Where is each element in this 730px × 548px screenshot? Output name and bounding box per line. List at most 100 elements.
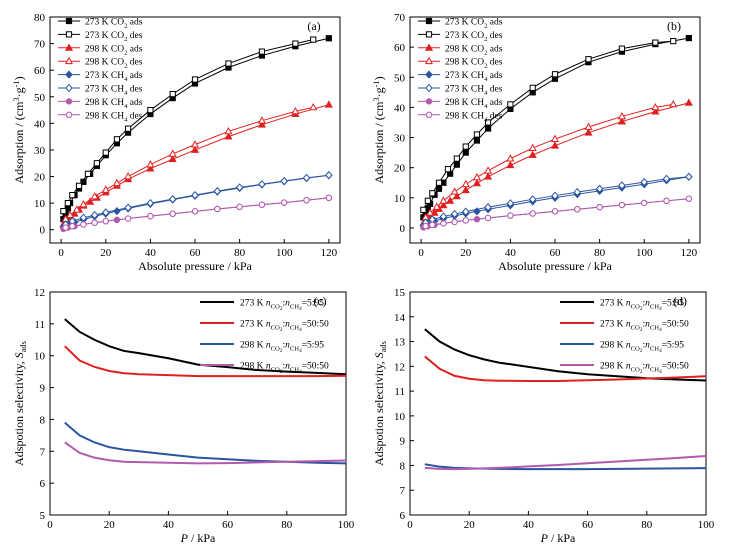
series-line	[423, 176, 689, 226]
data-point	[168, 154, 177, 163]
y-tick-label: 6	[40, 478, 46, 490]
data-point	[191, 208, 199, 215]
data-point	[101, 185, 110, 193]
series-line	[425, 103, 674, 218]
data-point	[461, 185, 470, 194]
data-point	[685, 195, 693, 202]
legend-entry: 273 K CO2 des	[445, 31, 503, 43]
series-line	[422, 40, 674, 211]
series-line-0	[64, 318, 347, 376]
data-point	[66, 210, 75, 218]
legend-marker	[64, 56, 74, 65]
data-point	[528, 143, 537, 151]
chart-panel-c: 0 20 40 60 80 100 5 6 7 8 9 10 11 12 (c) P / kPa Adspoti…	[12, 287, 355, 545]
x-tick-label: 60	[222, 519, 234, 531]
series-3	[61, 102, 318, 222]
data-point	[450, 187, 459, 195]
data-point	[324, 100, 333, 108]
data-point	[507, 212, 514, 219]
x-tick-label: 40	[145, 247, 157, 259]
data-point	[429, 221, 436, 229]
data-point	[529, 210, 536, 217]
data-point	[124, 203, 132, 212]
y-tick-label: 80	[34, 12, 46, 24]
y-tick-label: 12	[394, 361, 405, 373]
legend-marker	[425, 31, 433, 38]
y-tick-label: 30	[394, 133, 406, 145]
data-point	[573, 187, 582, 197]
data-point	[72, 205, 81, 213]
x-tick-label: 100	[276, 247, 293, 259]
legend-entry: 298 K CH4 ads	[445, 98, 503, 110]
data-point	[281, 199, 288, 206]
data-point	[439, 212, 448, 221]
data-point	[169, 210, 176, 217]
data-point	[439, 196, 448, 204]
series-5	[61, 171, 333, 229]
data-point	[302, 173, 311, 183]
data-point	[258, 48, 266, 55]
x-tick-label: 100	[636, 247, 653, 259]
x-axis-label: P / kPa	[180, 531, 216, 545]
data-point	[450, 209, 459, 219]
data-point	[550, 141, 560, 149]
legend-entry: 273 K nCO2:nCH4=50:50	[600, 320, 689, 334]
data-point	[618, 181, 626, 190]
x-tick-label: 120	[681, 247, 698, 259]
y-tick-label: 70	[34, 39, 46, 51]
data-point	[325, 194, 333, 202]
data-point	[146, 198, 155, 208]
data-point	[101, 208, 110, 217]
data-point	[439, 200, 448, 209]
data-point	[291, 106, 300, 115]
chart-panel-d: 0 20 40 60 80 100 6 7 8 9 10 11 12 13 14 15 (d) P / kPa Ad…	[372, 287, 715, 545]
data-point	[473, 131, 481, 138]
x-tick-label: 60	[550, 247, 562, 259]
data-point	[424, 197, 431, 204]
data-point	[214, 205, 221, 213]
data-point	[79, 213, 88, 222]
data-point	[452, 191, 461, 200]
y-tick-label: 10	[394, 411, 406, 423]
data-point	[685, 34, 692, 42]
data-point	[462, 217, 469, 224]
y-tick-label: 40	[34, 118, 46, 130]
data-point	[451, 218, 458, 226]
data-point	[420, 206, 427, 213]
data-point	[146, 164, 155, 172]
legend-entry: 273 K CO2 ads	[445, 18, 503, 30]
data-point	[641, 199, 648, 207]
x-tick-label: 80	[641, 519, 653, 531]
data-point	[235, 183, 244, 192]
x-axis-label: Absolute pressure / kPa	[138, 259, 252, 273]
legend-marker	[64, 43, 74, 51]
legend-entry: 298 K nCO2:nCH4=50:50	[600, 362, 689, 376]
data-point	[596, 203, 603, 211]
legend-marker	[65, 70, 73, 79]
data-point	[506, 199, 515, 208]
x-tick-label: 80	[594, 247, 606, 259]
x-tick-label: 40	[505, 247, 517, 259]
y-tick-label: 60	[394, 42, 406, 54]
data-point	[168, 149, 177, 157]
data-point	[484, 119, 492, 126]
data-point	[190, 145, 200, 153]
data-point	[446, 196, 455, 204]
data-point	[146, 160, 155, 168]
y-tick-label: 7	[400, 485, 406, 497]
legend-entry: 273 K CO2 des	[85, 31, 143, 43]
y-tick-label: 20	[394, 163, 406, 175]
y-tick-label: 8	[400, 460, 406, 472]
x-tick-label: 40	[163, 519, 175, 531]
data-point	[453, 161, 460, 168]
panel-label: (d)	[673, 294, 687, 308]
series-1	[420, 38, 677, 213]
legend-entry: 273 K nCO2:nCH4=5:95	[600, 299, 684, 313]
legend-marker	[424, 56, 434, 65]
data-point	[62, 224, 69, 231]
data-point	[435, 185, 443, 192]
series-line-0	[424, 328, 707, 382]
plot-frame	[409, 291, 707, 516]
